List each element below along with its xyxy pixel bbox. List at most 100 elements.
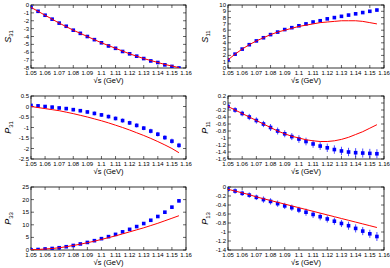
y-tick xyxy=(31,28,34,29)
x-tick xyxy=(298,247,299,250)
x-tick-label: 1.15 xyxy=(166,161,178,167)
x-tick xyxy=(129,65,130,68)
y-tick-label: 8 xyxy=(223,15,227,21)
data-point xyxy=(354,227,358,231)
data-point xyxy=(347,13,351,17)
data-point xyxy=(142,126,146,130)
y-tick-label: -8 xyxy=(24,65,30,71)
x-tick xyxy=(313,247,314,250)
plot-frame xyxy=(31,187,186,250)
y-tick-label: 25 xyxy=(22,184,29,190)
data-point xyxy=(100,113,104,117)
data-point xyxy=(149,218,153,222)
x-tick-label: 1.15 xyxy=(364,161,376,167)
y-tick-label: 10 xyxy=(22,222,29,228)
x-tick xyxy=(284,96,285,99)
x-tick xyxy=(228,5,229,8)
x-tick xyxy=(298,96,299,99)
y-tick-label: 6 xyxy=(223,27,227,33)
plot-area xyxy=(228,8,379,61)
x-tick-label: 1.07 xyxy=(251,161,263,167)
data-point xyxy=(368,232,372,236)
x-tick xyxy=(284,156,285,159)
plot-area xyxy=(31,104,181,153)
x-tick xyxy=(242,5,243,8)
y-tick xyxy=(381,103,384,104)
x-tick-label: 1.15 xyxy=(166,70,178,76)
y-tick xyxy=(228,196,231,197)
x-tick xyxy=(384,187,385,190)
x-tick-label: 1.07 xyxy=(53,252,65,258)
x-tick-label: 1.15 xyxy=(364,70,376,76)
x-tick xyxy=(298,5,299,8)
x-tick xyxy=(228,96,229,99)
y-tick-label: -1.2 xyxy=(216,142,227,148)
data-point xyxy=(375,235,379,239)
x-tick-label: 1.09 xyxy=(279,252,291,258)
y-tick xyxy=(183,250,186,251)
y-tick xyxy=(228,68,231,69)
x-tick xyxy=(31,156,32,159)
y-tick xyxy=(228,96,231,97)
x-tick xyxy=(101,5,102,8)
y-tick xyxy=(228,138,231,139)
x-tick-label: 1.07 xyxy=(53,161,65,167)
y-tick xyxy=(228,152,231,153)
x-tick xyxy=(384,5,385,8)
data-point xyxy=(318,19,322,23)
x-tick-label: 1.13 xyxy=(336,252,348,258)
x-tick xyxy=(256,247,257,250)
x-tick xyxy=(157,156,158,159)
model-line xyxy=(31,107,179,153)
x-tick xyxy=(327,247,328,250)
x-tick xyxy=(171,187,172,190)
x-tick-label: 1.06 xyxy=(236,70,248,76)
x-tick-label: 1.06 xyxy=(39,252,51,258)
panel: 1.051.061.071.081.091.11.111.121.131.141… xyxy=(200,2,390,85)
y-tick xyxy=(31,187,34,188)
x-tick xyxy=(313,187,314,190)
x-tick xyxy=(242,187,243,190)
data-point xyxy=(311,142,315,146)
x-tick-label: 1.16 xyxy=(378,252,390,258)
y-tick xyxy=(183,199,186,200)
y-tick xyxy=(183,28,186,29)
data-point xyxy=(57,106,61,110)
y-tick xyxy=(381,49,384,50)
data-point xyxy=(163,210,167,214)
y-tick-label: -0.6 xyxy=(216,121,227,127)
x-tick-label: 1.14 xyxy=(350,161,362,167)
data-point xyxy=(170,205,174,209)
y-tick-label: 9 xyxy=(223,8,227,14)
y-tick xyxy=(381,36,384,37)
y-tick-label: 0 xyxy=(26,247,30,253)
x-tick xyxy=(341,247,342,250)
x-tick-label: 1.09 xyxy=(82,252,94,258)
y-axis-label: S31 xyxy=(3,29,14,42)
x-tick xyxy=(327,96,328,99)
x-tick xyxy=(284,65,285,68)
y-tick xyxy=(228,159,231,160)
data-point xyxy=(354,151,358,155)
model-line xyxy=(228,189,377,227)
y-tick xyxy=(183,5,186,6)
model-line xyxy=(31,216,179,250)
x-tick xyxy=(186,96,187,99)
x-tick xyxy=(384,247,385,250)
x-axis-label: √s (GeV) xyxy=(291,167,321,176)
y-tick-label: 4 xyxy=(223,40,227,46)
data-point xyxy=(71,108,75,112)
x-tick xyxy=(45,156,46,159)
x-tick-label: 1.06 xyxy=(39,161,51,167)
y-tick xyxy=(381,124,384,125)
x-tick xyxy=(143,156,144,159)
x-tick xyxy=(242,247,243,250)
y-tick xyxy=(228,17,231,18)
y-tick-label: -0.8 xyxy=(216,220,227,226)
x-axis-label: √s (GeV) xyxy=(291,76,321,85)
y-tick-label: -2.5 xyxy=(19,156,30,162)
y-tick-label: 3 xyxy=(223,46,227,52)
y-tick xyxy=(228,5,231,6)
x-tick xyxy=(73,187,74,190)
x-tick xyxy=(186,156,187,159)
